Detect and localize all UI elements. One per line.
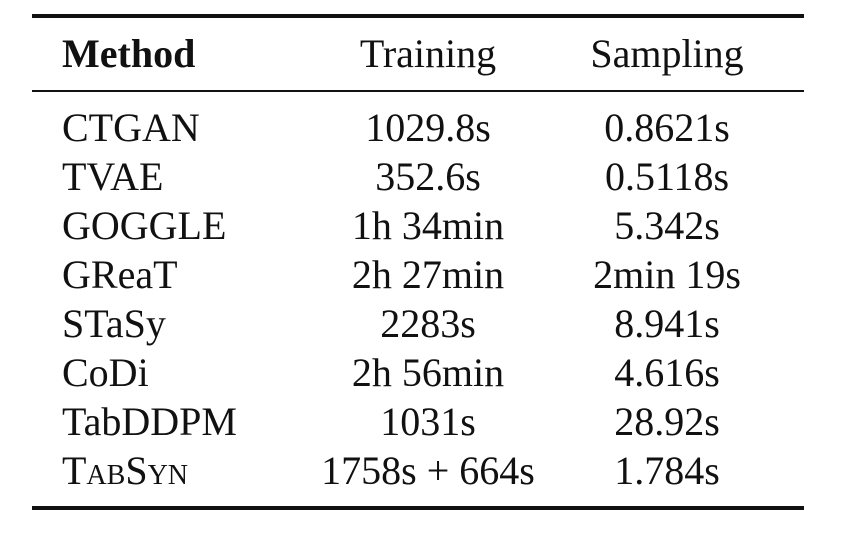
table-row: STaSy 2283s 8.941s xyxy=(32,300,804,348)
training-cell: 2h 56min xyxy=(351,350,505,395)
training-cell: 2283s xyxy=(380,301,476,346)
table-top-rule xyxy=(32,14,804,18)
method-cell: GOGGLE xyxy=(62,203,227,248)
sampling-cell: 2min 19s xyxy=(593,252,741,297)
training-cell: 2h 27min xyxy=(351,252,505,297)
table-row: TVAE 352.6s 0.5118s xyxy=(32,153,804,201)
header-method: Method xyxy=(62,31,196,76)
sampling-cell: 0.5118s xyxy=(604,154,730,199)
method-cell: TabSyn xyxy=(62,448,189,493)
table-bottom-rule xyxy=(32,506,804,510)
sampling-cell: 4.616s xyxy=(614,350,720,395)
header-sampling: Sampling xyxy=(590,31,744,76)
training-cell: 1758s + 664s xyxy=(321,448,535,493)
sampling-cell: 8.941s xyxy=(614,301,720,346)
header-training: Training xyxy=(359,31,497,76)
method-cell: CTGAN xyxy=(62,105,200,150)
training-cell: 1h 34min xyxy=(351,203,505,248)
method-cell: STaSy xyxy=(62,301,166,346)
table-row: CTGAN 1029.8s 0.8621s xyxy=(32,104,804,152)
table-row: GOGGLE 1h 34min 5.342s xyxy=(32,202,804,250)
table-row: GReaT 2h 27min 2min 19s xyxy=(32,251,804,299)
sampling-cell: 28.92s xyxy=(614,399,720,444)
training-cell: 352.6s xyxy=(375,154,481,199)
table-header-row: Method Training Sampling xyxy=(32,30,804,78)
table-header-rule xyxy=(32,90,804,92)
method-cell: CoDi xyxy=(62,350,149,395)
table-row: TabDDPM 1031s 28.92s xyxy=(32,398,804,446)
method-cell: GReaT xyxy=(62,252,178,297)
method-cell: TabDDPM xyxy=(62,399,237,444)
sampling-cell: 1.784s xyxy=(614,448,720,493)
training-cell: 1031s xyxy=(380,399,476,444)
table-row: TabSyn 1758s + 664s 1.784s xyxy=(32,447,804,495)
sampling-cell: 0.8621s xyxy=(604,105,730,150)
method-cell: TVAE xyxy=(62,154,164,199)
sampling-cell: 5.342s xyxy=(614,203,720,248)
table-row: CoDi 2h 56min 4.616s xyxy=(32,349,804,397)
training-cell: 1029.8s xyxy=(365,105,491,150)
